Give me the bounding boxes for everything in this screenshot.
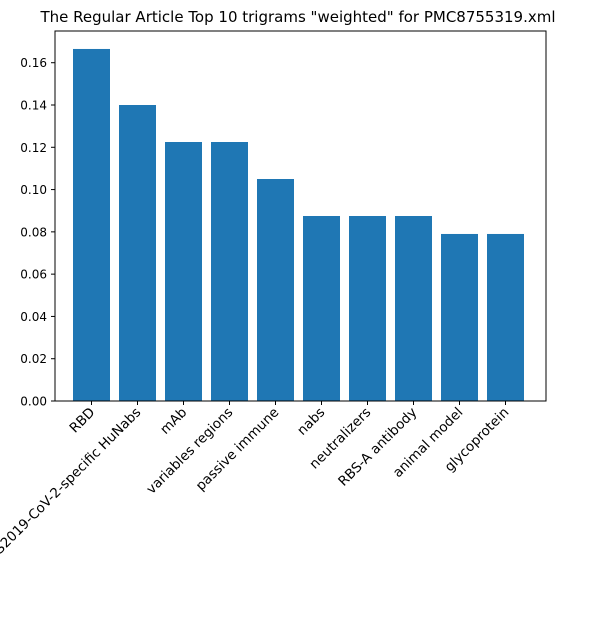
bar-8: [441, 233, 478, 401]
y-tick-label: 0.08: [20, 225, 47, 239]
x-tick-label: RBD: [66, 405, 98, 437]
y-tick-label: 0.14: [20, 99, 47, 113]
y-tick-label: 0.04: [20, 310, 47, 324]
bar-5: [303, 216, 340, 401]
y-tick-label: 0.02: [20, 352, 47, 366]
bar-3: [211, 142, 248, 401]
bar-6: [349, 216, 386, 401]
x-tick-label: passive immune: [193, 405, 283, 495]
y-tick-label: 0.00: [20, 395, 47, 409]
bar-0: [73, 48, 110, 401]
x-tick-label: variables regions: [143, 405, 236, 498]
y-tick-label: 0.16: [20, 56, 47, 70]
bar-7: [395, 216, 432, 401]
bar-1: [119, 105, 156, 401]
y-tick-label: 0.10: [20, 183, 47, 197]
bar-9: [487, 233, 524, 401]
y-tick-label: 0.06: [20, 268, 47, 282]
y-axis: 0.00 0.02 0.04 0.06 0.08 0.10 0.12 0.14 0.16: [20, 56, 55, 409]
plot-frame: [54, 30, 547, 402]
y-tick-label: 0.12: [20, 141, 47, 155]
bar-4: [257, 179, 294, 401]
chart-title: The Regular Article Top 10 trigrams "wei…: [39, 8, 555, 26]
bars-group: [73, 48, 524, 401]
x-tick-label: RBS-A antibody: [335, 405, 420, 490]
x-tick-label: mAb: [157, 405, 190, 438]
x-tick-label: nabs: [294, 405, 328, 439]
bar-2: [165, 142, 202, 401]
